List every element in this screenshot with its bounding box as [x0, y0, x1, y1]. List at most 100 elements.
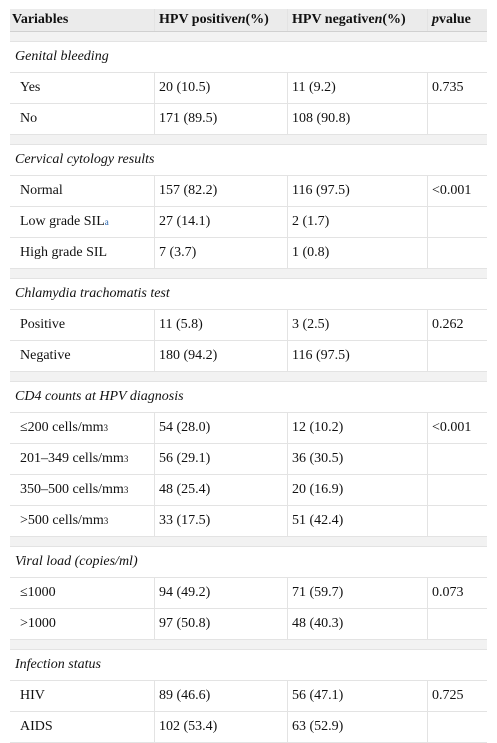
row-label-cell: Yes: [10, 73, 154, 103]
section-title: Infection status: [10, 650, 487, 681]
row-label: Normal: [20, 183, 63, 198]
row-label-cell: Positive: [10, 310, 154, 340]
table-row: High grade SIL 7 (3.7) 1 (0.8): [10, 238, 487, 269]
p-value-cell: <0.001: [427, 413, 487, 443]
hpv-positive-cell: 27 (14.1): [154, 207, 287, 237]
row-label: Yes: [20, 80, 41, 95]
row-label: No: [20, 111, 38, 126]
table-row: Positive 11 (5.8) 3 (2.5) 0.262: [10, 310, 487, 341]
table-row: Low grade SIL a 27 (14.1) 2 (1.7): [10, 207, 487, 238]
hpv-positive-cell: 102 (53.4): [154, 712, 287, 742]
row-label-cell: HIV: [10, 681, 154, 711]
data-table: Variables HPV positive n (%) HPV negative…: [10, 9, 487, 743]
row-label: Negative: [20, 348, 71, 363]
section-title: Chlamydia trachomatis test: [10, 279, 487, 310]
section-title: Viral load (copies/ml): [10, 547, 487, 578]
hpv-positive-cell: 56 (29.1): [154, 444, 287, 474]
section-title: Cervical cytology results: [10, 145, 487, 176]
p-value-cell: <0.001: [427, 176, 487, 206]
hpv-positive-cell: 94 (49.2): [154, 578, 287, 608]
header-hpv-positive: HPV positive n (%): [154, 9, 287, 31]
header-hpv-negative-n: n: [374, 12, 383, 27]
hpv-positive-cell: 54 (28.0): [154, 413, 287, 443]
table-row: Normal 157 (82.2) 116 (97.5) <0.001: [10, 176, 487, 207]
table-row: >500 cells/mm 3 33 (17.5) 51 (42.4): [10, 506, 487, 537]
p-value-cell: [427, 341, 487, 371]
row-label-cell: ≤1000: [10, 578, 154, 608]
hpv-negative-cell: 116 (97.5): [287, 341, 427, 371]
row-label-cell: >500 cells/mm 3: [20, 513, 109, 528]
section-spacer: [10, 32, 487, 42]
row-label: HIV: [20, 688, 45, 703]
header-p-italic: p: [432, 12, 439, 27]
header-hpv-negative-pct: (%): [382, 12, 406, 27]
table-row: >1000 97 (50.8) 48 (40.3): [10, 609, 487, 640]
row-label-cell: Negative: [10, 341, 154, 371]
hpv-positive-cell: 20 (10.5): [154, 73, 287, 103]
table-body: Genital bleeding Yes 20 (10.5) 11 (9.2) 0.73…: [10, 32, 487, 743]
header-p-value: p value: [427, 9, 487, 31]
header-hpv-negative-label: HPV negative: [292, 12, 375, 27]
hpv-negative-cell: 2 (1.7): [287, 207, 427, 237]
footnote-link[interactable]: a: [104, 217, 109, 227]
p-value-cell: [427, 506, 487, 536]
row-label: 350–500 cells/mm: [20, 482, 124, 497]
row-label: 201–349 cells/mm: [20, 451, 124, 466]
header-hpv-negative: HPV negative n (%): [287, 9, 427, 31]
hpv-negative-cell: 108 (90.8): [287, 104, 427, 134]
row-label-cell: 350–500 cells/mm 3: [20, 482, 129, 497]
hpv-negative-cell: 11 (9.2): [287, 73, 427, 103]
hpv-positive-cell: 180 (94.2): [154, 341, 287, 371]
section-title: CD4 counts at HPV diagnosis: [10, 382, 487, 413]
header-hpv-positive-pct: (%): [245, 12, 269, 27]
row-label: ≤1000: [20, 585, 56, 600]
section-title: Genital bleeding: [10, 42, 487, 73]
section-spacer: [10, 640, 487, 650]
table-row: HIV 89 (46.6) 56 (47.1) 0.725: [10, 681, 487, 712]
section-spacer: [10, 372, 487, 382]
p-value-cell: [427, 609, 487, 639]
row-label: >500 cells/mm: [20, 513, 104, 528]
row-label: High grade SIL: [20, 245, 108, 260]
row-label-cell: Normal: [10, 176, 154, 206]
hpv-positive-cell: 97 (50.8): [154, 609, 287, 639]
hpv-positive-cell: 157 (82.2): [154, 176, 287, 206]
hpv-positive-cell: 33 (17.5): [154, 506, 287, 536]
p-value-cell: 0.262: [427, 310, 487, 340]
hpv-positive-cell: 11 (5.8): [154, 310, 287, 340]
row-label-cell: ≤200 cells/mm 3: [20, 420, 109, 435]
section-spacer: [10, 135, 487, 145]
row-label-cell: AIDS: [10, 712, 154, 742]
hpv-positive-cell: 7 (3.7): [154, 238, 287, 268]
header-p-rest: value: [439, 12, 471, 27]
p-value-cell: 0.735: [427, 73, 487, 103]
row-label: Low grade SIL: [20, 214, 105, 229]
header-variables: Variables: [12, 12, 69, 27]
table-row: Yes 20 (10.5) 11 (9.2) 0.735: [10, 73, 487, 104]
section-spacer: [10, 537, 487, 547]
p-value-cell: 0.725: [427, 681, 487, 711]
table-row: AIDS 102 (53.4) 63 (52.9): [10, 712, 487, 743]
p-value-cell: [427, 475, 487, 505]
p-value-cell: [427, 238, 487, 268]
hpv-negative-cell: 3 (2.5): [287, 310, 427, 340]
hpv-negative-cell: 48 (40.3): [287, 609, 427, 639]
row-label-cell: >1000: [10, 609, 154, 639]
hpv-negative-cell: 71 (59.7): [287, 578, 427, 608]
p-value-cell: [427, 207, 487, 237]
hpv-positive-cell: 89 (46.6): [154, 681, 287, 711]
hpv-negative-cell: 56 (47.1): [287, 681, 427, 711]
row-label-cell: High grade SIL: [10, 238, 154, 268]
table-row: Negative 180 (94.2) 116 (97.5): [10, 341, 487, 372]
hpv-negative-cell: 63 (52.9): [287, 712, 427, 742]
hpv-negative-cell: 20 (16.9): [287, 475, 427, 505]
row-label-cell: No: [10, 104, 154, 134]
p-value-cell: [427, 712, 487, 742]
row-label-cell: 201–349 cells/mm 3: [20, 451, 129, 466]
header-hpv-positive-n: n: [237, 12, 246, 27]
hpv-negative-cell: 116 (97.5): [287, 176, 427, 206]
table-row: ≤1000 94 (49.2) 71 (59.7) 0.073: [10, 578, 487, 609]
table-row: ≤200 cells/mm 3 54 (28.0) 12 (10.2) <0.001: [10, 413, 487, 444]
p-value-cell: 0.073: [427, 578, 487, 608]
table-row: 350–500 cells/mm 3 48 (25.4) 20 (16.9): [10, 475, 487, 506]
